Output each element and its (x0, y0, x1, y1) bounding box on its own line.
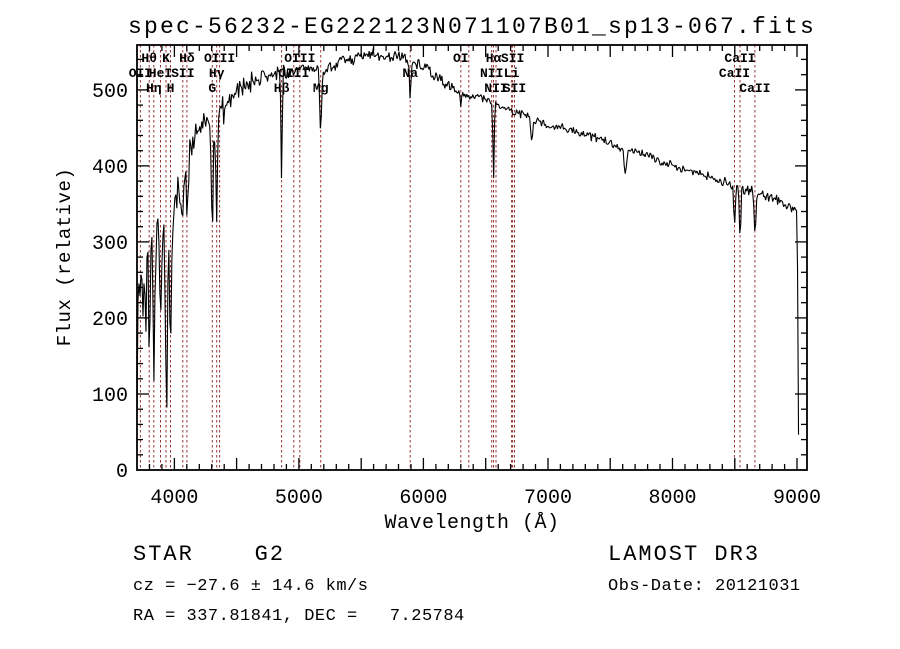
x-tick-label: 9000 (773, 487, 821, 510)
spectrum-curve (136, 48, 800, 435)
spectral-line-markers-group (139, 45, 756, 470)
spectral-line-labels-group: OIIHθHηHeIKHSIIHδGHγOIIIHβOIIIOIIIMgNaOI… (129, 51, 771, 96)
x-axis-title: Wavelength (Å) (384, 512, 559, 535)
spectral-line-label: OII (129, 66, 152, 81)
spectral-line-label: CaII (719, 66, 750, 81)
x-tick-label: 8000 (648, 487, 696, 510)
x-tick-label: 4000 (150, 487, 198, 510)
spectral-line-label: SII (171, 66, 194, 81)
y-tick-label: 500 (92, 81, 128, 104)
figure-title: spec-56232-EG222123N071107B01_sp13-067.f… (128, 14, 816, 40)
spectral-line-label: H (167, 81, 175, 96)
spectral-line-label: Hθ (141, 51, 157, 66)
y-axis-title: Flux (relative) (54, 168, 76, 347)
y-tick-label: 100 (92, 385, 128, 408)
x-tick-label: 7000 (524, 487, 572, 510)
spectral-line-label: OIII (284, 51, 315, 66)
spectral-line-label: CaII (739, 81, 770, 96)
survey-release-text: LAMOST DR3 (608, 542, 760, 567)
y-tick-label: 0 (116, 461, 128, 484)
spectral-line-label: Hη (146, 81, 162, 96)
spectral-line-label: Li (504, 66, 520, 81)
spectral-line-label: SII (503, 81, 526, 96)
spectral-line-label: Mg (313, 81, 329, 96)
spectral-line-label: G (208, 81, 216, 96)
spectral-line-label: Hγ (209, 66, 225, 81)
spectral-line-label: Hα (486, 51, 502, 66)
spectral-line-label: OI (453, 51, 469, 66)
y-tick-label: 300 (92, 233, 128, 256)
spectral-line-label: OIII (204, 51, 235, 66)
spectral-line-label: Hδ (179, 51, 195, 66)
spectral-line-label: Na (402, 66, 418, 81)
spectral-line-label: HeI (149, 66, 172, 81)
y-tick-label: 400 (92, 157, 128, 180)
spectral-line-label: K (162, 51, 170, 66)
tick-labels-group: 4000 5000 6000 7000 8000 9000 0 100 200 300 400 500 (92, 81, 821, 510)
cz-velocity-text: cz = −27.6 ± 14.6 km/s (133, 577, 368, 596)
spectral-line-label: NII (484, 81, 507, 96)
object-class-text: STAR G2 (133, 542, 285, 567)
spectral-line-label: NII (480, 66, 503, 81)
plot-frame (136, 44, 808, 471)
x-tick-label: 6000 (399, 487, 447, 510)
obs-date-text: Obs-Date: 20121031 (608, 577, 801, 596)
y-tick-label: 200 (92, 309, 128, 332)
ra-dec-text: RA = 337.81841, DEC = 7.25784 (133, 607, 465, 626)
spectral-line-label: SII (501, 51, 524, 66)
plot-frame-and-ticks (136, 44, 808, 471)
spectral-line-label: Hβ (274, 81, 290, 96)
spectral-line-label: CaII (724, 51, 755, 66)
x-tick-label: 5000 (275, 487, 323, 510)
